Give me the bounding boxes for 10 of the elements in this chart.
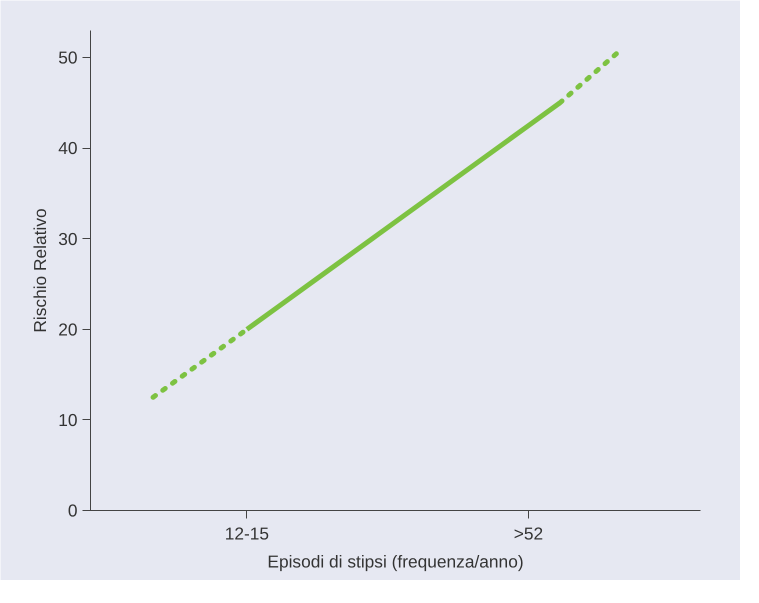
y-tick-label: 50: [58, 48, 78, 68]
y-tick-label: 10: [58, 410, 78, 430]
y-tick-label: 40: [58, 138, 78, 158]
y-axis-title: Rischio Relativo: [30, 208, 50, 333]
x-tick-label: 12-15: [224, 524, 270, 544]
y-tick-label: 30: [58, 228, 78, 249]
y-tick-label: 0: [68, 500, 78, 520]
y-tick-label: 20: [58, 319, 78, 340]
x-axis-title: Episodi di stipsi (frequenza/anno): [267, 552, 524, 572]
x-tick-label: >52: [514, 524, 544, 544]
